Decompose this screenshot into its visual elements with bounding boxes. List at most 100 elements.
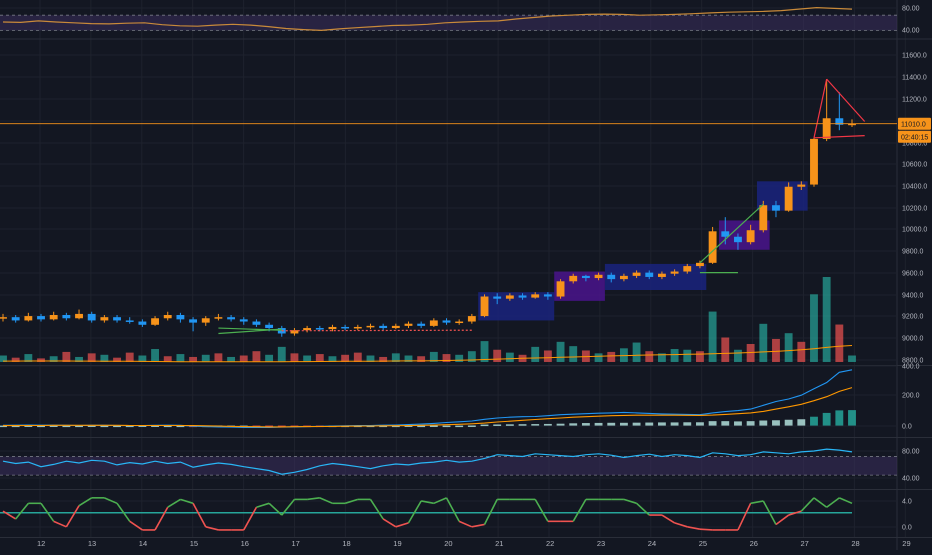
volume-bar (62, 351, 71, 362)
stoch-segment (421, 500, 434, 505)
stoch-segment (154, 506, 169, 531)
volume-bar (201, 354, 210, 362)
stoch-segment (458, 520, 473, 528)
momentum-histogram-bar (531, 424, 540, 426)
candle-body (239, 319, 248, 322)
volume-bar (784, 333, 793, 362)
candle-body (113, 317, 121, 321)
volume-bar (113, 357, 121, 362)
consolidation-box (478, 292, 555, 321)
candle-body (391, 325, 400, 329)
time-axis-label: 14 (139, 539, 147, 548)
time-axis-label: 20 (444, 539, 452, 548)
candle-body (822, 118, 831, 139)
candle-body (645, 272, 654, 277)
volume-bar (379, 356, 388, 362)
stoch-segment (307, 497, 320, 501)
time-axis-label: 13 (88, 539, 96, 548)
candle-body (176, 315, 185, 320)
volume-bar (37, 358, 45, 362)
stoch-segment (268, 502, 283, 516)
stoch-segment (813, 497, 828, 508)
momentum-histogram-bar (569, 423, 578, 426)
volume-bar (125, 352, 134, 362)
momentum-slow-line (3, 387, 853, 428)
momentum-histogram-bar (746, 421, 755, 426)
stoch-segment (775, 514, 790, 526)
candle-body (442, 320, 451, 323)
candle-body (404, 323, 413, 326)
time-axis-label: 16 (241, 539, 249, 548)
stoch-segment (104, 497, 118, 505)
momentum-histogram-bar (759, 420, 768, 426)
momentum-histogram-bar (62, 425, 71, 428)
momentum-tick-label: 200.0 (902, 393, 920, 400)
momentum-histogram-bar (657, 422, 666, 426)
top-oscillator-tick-label: 40.00 (902, 28, 920, 35)
stoch-segment (483, 499, 498, 525)
candle-body (24, 316, 33, 321)
momentum-histogram-bar (683, 422, 692, 426)
momentum-histogram-bar (49, 425, 58, 427)
time-axis-label: 19 (393, 539, 401, 548)
time-axis-label: 27 (801, 539, 809, 548)
volume-bar (556, 341, 565, 362)
momentum-histogram-bar (784, 419, 793, 426)
candle-body (125, 320, 134, 322)
volume-bar (277, 346, 286, 362)
price-tick-label: 11600.0 (902, 53, 927, 60)
last-price-tag (898, 117, 931, 130)
momentum-histogram-bar (708, 421, 717, 426)
volume-bar (772, 338, 780, 362)
time-axis-label: 22 (546, 539, 554, 548)
momentum-histogram-bar (556, 423, 565, 426)
momentum-histogram-bar (772, 420, 780, 426)
volume-bar (163, 356, 172, 362)
volume-bar (442, 354, 451, 362)
time-axis-label: 24 (648, 539, 656, 548)
momentum-histogram-bar (151, 425, 159, 427)
momentum-histogram-bar (125, 425, 134, 428)
candle-body (353, 326, 362, 329)
candle-body (163, 315, 172, 319)
volume-bar (848, 355, 856, 362)
volume-bar (176, 354, 185, 362)
volume-bar (49, 356, 58, 362)
candle-body (138, 321, 147, 325)
volume-bar (607, 351, 616, 362)
candle-body (505, 295, 514, 299)
stoch-segment (788, 510, 802, 516)
candle-body (683, 266, 692, 272)
volume-bar (341, 354, 350, 362)
stoch-segment (737, 502, 752, 531)
momentum-histogram-bar (163, 425, 172, 428)
candle-body (0, 317, 7, 319)
volume-bar (75, 356, 83, 362)
time-axis-label: 18 (342, 539, 350, 548)
candle-body (37, 316, 45, 320)
volume-bar (708, 311, 717, 362)
stoch-segment (129, 520, 143, 531)
volume-bar (594, 353, 603, 362)
price-tick-label: 10400.0 (902, 184, 927, 191)
price-tick-label: 11200.0 (902, 97, 927, 104)
volume-bar (696, 351, 704, 362)
stoch-segment (243, 506, 258, 531)
stoch-segment (433, 497, 447, 505)
candle-body (657, 273, 666, 277)
candle-body (759, 205, 768, 231)
volume-bar (138, 355, 147, 362)
time-axis-label: 12 (37, 539, 45, 548)
momentum-histogram-bar (505, 424, 514, 426)
momentum-histogram-bar (417, 425, 426, 428)
volume-bar (429, 351, 438, 362)
candle-body (11, 317, 20, 321)
candle-body (328, 326, 337, 330)
volume-bar (480, 341, 489, 362)
momentum-histogram-bar (467, 425, 476, 427)
candle-body (467, 316, 476, 322)
price-tick-label: 9400.0 (902, 293, 924, 300)
momentum-histogram-bar (594, 422, 603, 426)
volume-bar (531, 346, 540, 362)
